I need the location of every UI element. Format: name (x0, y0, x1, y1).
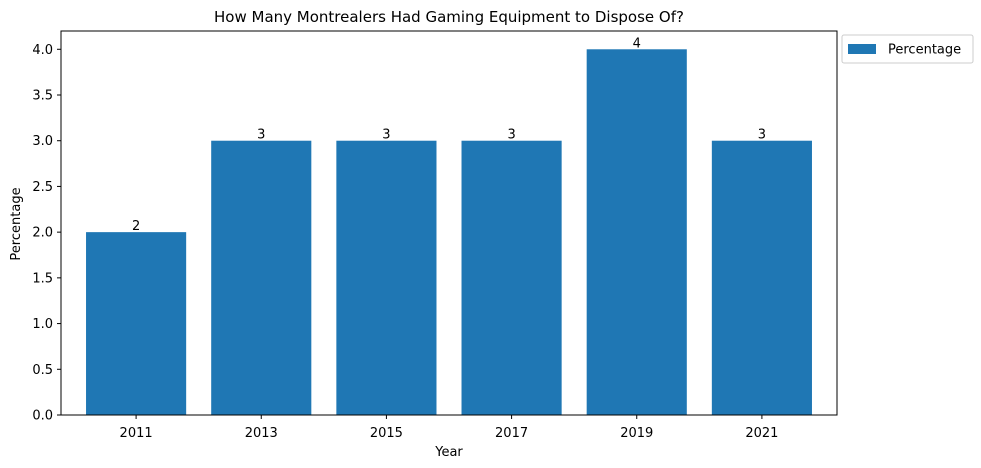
legend-label: Percentage (888, 43, 961, 58)
x-tick-label: 2011 (120, 426, 153, 441)
bar (336, 140, 437, 415)
bar (586, 49, 687, 416)
legend-frame (841, 34, 974, 64)
legend: Percentage (841, 34, 974, 64)
x-tick-label: 2019 (620, 426, 653, 441)
y-tick-label: 4.0 (32, 43, 53, 58)
y-tick-label: 1.0 (32, 317, 53, 332)
bar (211, 140, 312, 415)
y-tick-label: 2.0 (32, 226, 53, 241)
axes-frame (60, 30, 838, 416)
x-tick-label: 2015 (370, 426, 403, 441)
bar-value-label: 3 (507, 128, 515, 143)
x-tick-label: 2017 (495, 426, 528, 441)
x-axis-label: Year (434, 445, 463, 460)
y-tick-label: 0.5 (32, 363, 53, 378)
plot-area: 2 3 3 3 4 3 2011 2013 2015 2017 2019 2021 0.0 0.5 1.0 1… (32, 30, 838, 441)
bar-value-label: 2 (132, 219, 140, 234)
x-tick-label: 2021 (745, 426, 778, 441)
bar-value-label: 3 (758, 128, 766, 143)
y-axis-label: Percentage (9, 187, 24, 260)
y-tick-label: 3.0 (32, 134, 53, 149)
bar-value-label: 4 (633, 36, 641, 51)
y-tick-label: 1.5 (32, 271, 53, 286)
y-tick-label: 3.5 (32, 89, 53, 104)
y-tick-label: 2.5 (32, 180, 53, 195)
bar (711, 140, 812, 415)
bar-value-label: 3 (257, 128, 265, 143)
x-tick-label: 2013 (245, 426, 278, 441)
bar-value-label: 3 (382, 128, 390, 143)
y-tick-label: 0.0 (32, 409, 53, 424)
bar (461, 140, 562, 415)
chart-title: How Many Montrealers Had Gaming Equipmen… (214, 8, 684, 26)
legend-swatch (848, 44, 876, 54)
bar (86, 232, 187, 415)
